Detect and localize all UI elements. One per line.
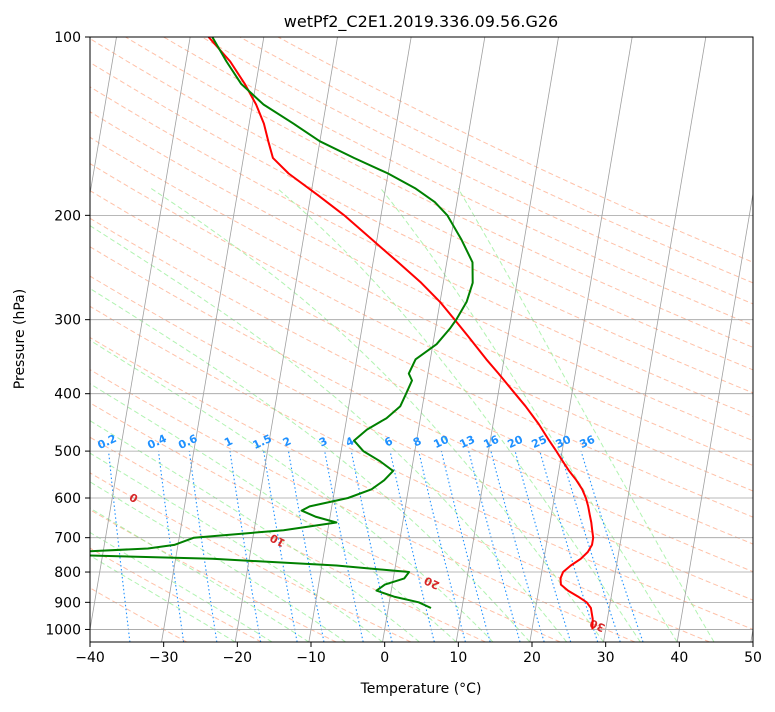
x-tick-label: −40 [75, 650, 105, 666]
y-tick-label: 500 [54, 444, 81, 460]
y-tick-label: 200 [54, 208, 81, 224]
y-tick-label: 900 [54, 595, 81, 611]
plot-background [90, 37, 753, 642]
y-tick-label: 800 [54, 565, 81, 581]
y-tick-label: 300 [54, 313, 81, 329]
x-tick-label: 20 [523, 650, 541, 666]
x-tick-label: 40 [670, 650, 688, 666]
y-tick-label: 700 [54, 531, 81, 547]
x-tick-label: −30 [149, 650, 179, 666]
x-axis-label: Temperature (°C) [360, 681, 482, 697]
x-tick-label: −10 [296, 650, 326, 666]
x-tick-label: −20 [223, 650, 253, 666]
y-tick-label: 1000 [45, 622, 81, 638]
y-tick-label: 600 [54, 491, 81, 507]
x-tick-label: 50 [744, 650, 762, 666]
x-tick-label: 0 [380, 650, 389, 666]
x-tick-label: 30 [597, 650, 615, 666]
x-tick-label: 10 [449, 650, 467, 666]
dry-adiabat-label: 40 [765, 659, 775, 677]
y-tick-label: 400 [54, 387, 81, 403]
y-tick-label: 100 [54, 30, 81, 46]
y-axis-label: Pressure (hPa) [12, 289, 28, 389]
isotherm-line [751, 37, 775, 642]
chart-title: wetPf2_C2E1.2019.336.09.56.G26 [284, 12, 558, 32]
